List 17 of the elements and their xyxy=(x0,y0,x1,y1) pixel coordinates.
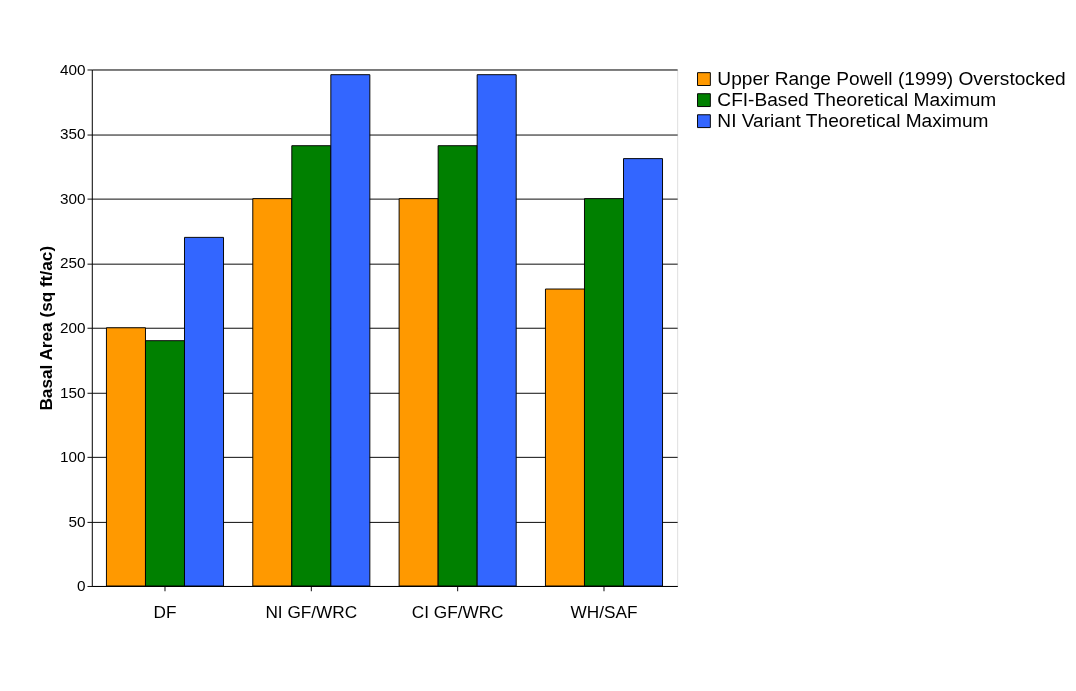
legend-label: CFI-Based Theoretical Maximum xyxy=(717,88,997,110)
y-tick-label: 200 xyxy=(60,319,86,337)
y-tick-label: 150 xyxy=(60,383,86,401)
x-tick-label: CI GF/WRC xyxy=(411,602,504,623)
legend-label: Upper Range Powell (1999) Overstocked xyxy=(717,67,1066,89)
y-tick-label: 250 xyxy=(60,254,86,272)
legend-label: NI Variant Theoretical Maximum xyxy=(717,109,989,131)
x-tick-label: DF xyxy=(153,602,177,623)
x-tick-label: WH/SAF xyxy=(570,602,638,623)
y-tick-label: 350 xyxy=(60,125,86,143)
x-tick-label: NI GF/WRC xyxy=(265,602,358,623)
y-tick-label: 100 xyxy=(60,448,86,466)
y-tick-label: 400 xyxy=(60,60,86,78)
y-tick-label: 50 xyxy=(68,512,86,530)
y-tick-label: 300 xyxy=(60,189,86,207)
y-tick-label: 0 xyxy=(77,577,86,595)
y-axis-title: Basal Area (sq ft/ac) xyxy=(36,245,57,411)
